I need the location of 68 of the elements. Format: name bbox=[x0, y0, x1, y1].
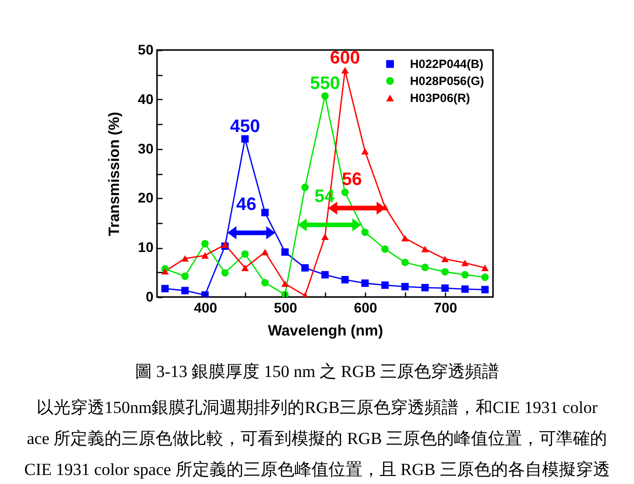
point bbox=[401, 235, 409, 242]
point bbox=[341, 276, 349, 284]
point bbox=[301, 184, 309, 192]
y-tick-label: 50 bbox=[138, 42, 154, 58]
point bbox=[481, 264, 489, 272]
legend-label: H022P044(B) bbox=[410, 57, 484, 71]
point bbox=[301, 264, 309, 272]
point bbox=[261, 248, 269, 256]
point bbox=[321, 92, 329, 100]
point bbox=[241, 135, 249, 143]
y-tick-label: 30 bbox=[138, 140, 154, 156]
point bbox=[421, 264, 429, 272]
annotation: 46 bbox=[236, 194, 256, 214]
point bbox=[181, 286, 189, 294]
x-tick-label: 700 bbox=[434, 300, 458, 316]
point bbox=[341, 188, 349, 196]
annotation: 550 bbox=[310, 72, 340, 93]
point bbox=[181, 255, 189, 262]
point bbox=[421, 246, 429, 252]
point bbox=[201, 252, 209, 259]
point bbox=[261, 278, 269, 286]
x-axis-title: Wavelengh (nm) bbox=[268, 322, 384, 340]
x-tick-label: 400 bbox=[194, 300, 218, 316]
point bbox=[321, 234, 329, 240]
point bbox=[481, 286, 489, 294]
point bbox=[401, 282, 409, 290]
point bbox=[441, 268, 449, 276]
point bbox=[361, 279, 369, 287]
point bbox=[381, 245, 389, 253]
text: CIE 1931 color space 所定義的三原色峰值位置，且 RGB 三原色的各自模擬穿透 bbox=[24, 460, 610, 479]
point bbox=[381, 281, 389, 289]
legend-label: H028P056(G) bbox=[410, 74, 484, 88]
annotation: 600 bbox=[330, 47, 360, 68]
point bbox=[361, 148, 369, 154]
point bbox=[341, 67, 349, 74]
caption: 圖 3-13 銀膜厚度 150 nm 之 RGB 三原色穿透頻譜 bbox=[134, 362, 500, 381]
point bbox=[461, 260, 469, 266]
point bbox=[461, 271, 469, 278]
point bbox=[361, 228, 369, 236]
legend-label: H03P06(R) bbox=[410, 91, 470, 105]
point bbox=[281, 248, 289, 256]
point bbox=[401, 258, 409, 266]
point bbox=[441, 284, 449, 292]
point bbox=[181, 272, 189, 280]
y-tick-label: 40 bbox=[138, 90, 154, 107]
y-tick-label: 10 bbox=[138, 239, 154, 256]
point bbox=[161, 268, 169, 275]
point bbox=[441, 256, 449, 262]
x-tick-label: 600 bbox=[354, 300, 378, 316]
point bbox=[421, 284, 429, 292]
point bbox=[221, 269, 229, 276]
point bbox=[161, 284, 169, 292]
x-tick-label: 500 bbox=[274, 300, 298, 316]
point bbox=[201, 240, 209, 248]
annotation: 56 bbox=[342, 169, 362, 190]
point bbox=[241, 264, 249, 272]
point bbox=[281, 280, 289, 287]
text: ace 所定義的三原色做比較，可看到模擬的 RGB 三原色的峰值位置，可準確的 bbox=[26, 429, 608, 448]
y-tick-label: 20 bbox=[138, 190, 154, 206]
point bbox=[241, 250, 249, 258]
point bbox=[281, 290, 289, 297]
y-axis-title: Transmission (%) bbox=[106, 112, 123, 236]
point bbox=[481, 274, 489, 281]
point bbox=[321, 271, 329, 278]
annotation: 450 bbox=[230, 116, 260, 136]
y-tick-label: 0 bbox=[146, 288, 154, 304]
point bbox=[461, 285, 469, 293]
text: 以光穿透150nm銀膜孔洞週期排列的RGB三原色穿透頻譜，和CIE 1931 color bbox=[36, 398, 598, 417]
